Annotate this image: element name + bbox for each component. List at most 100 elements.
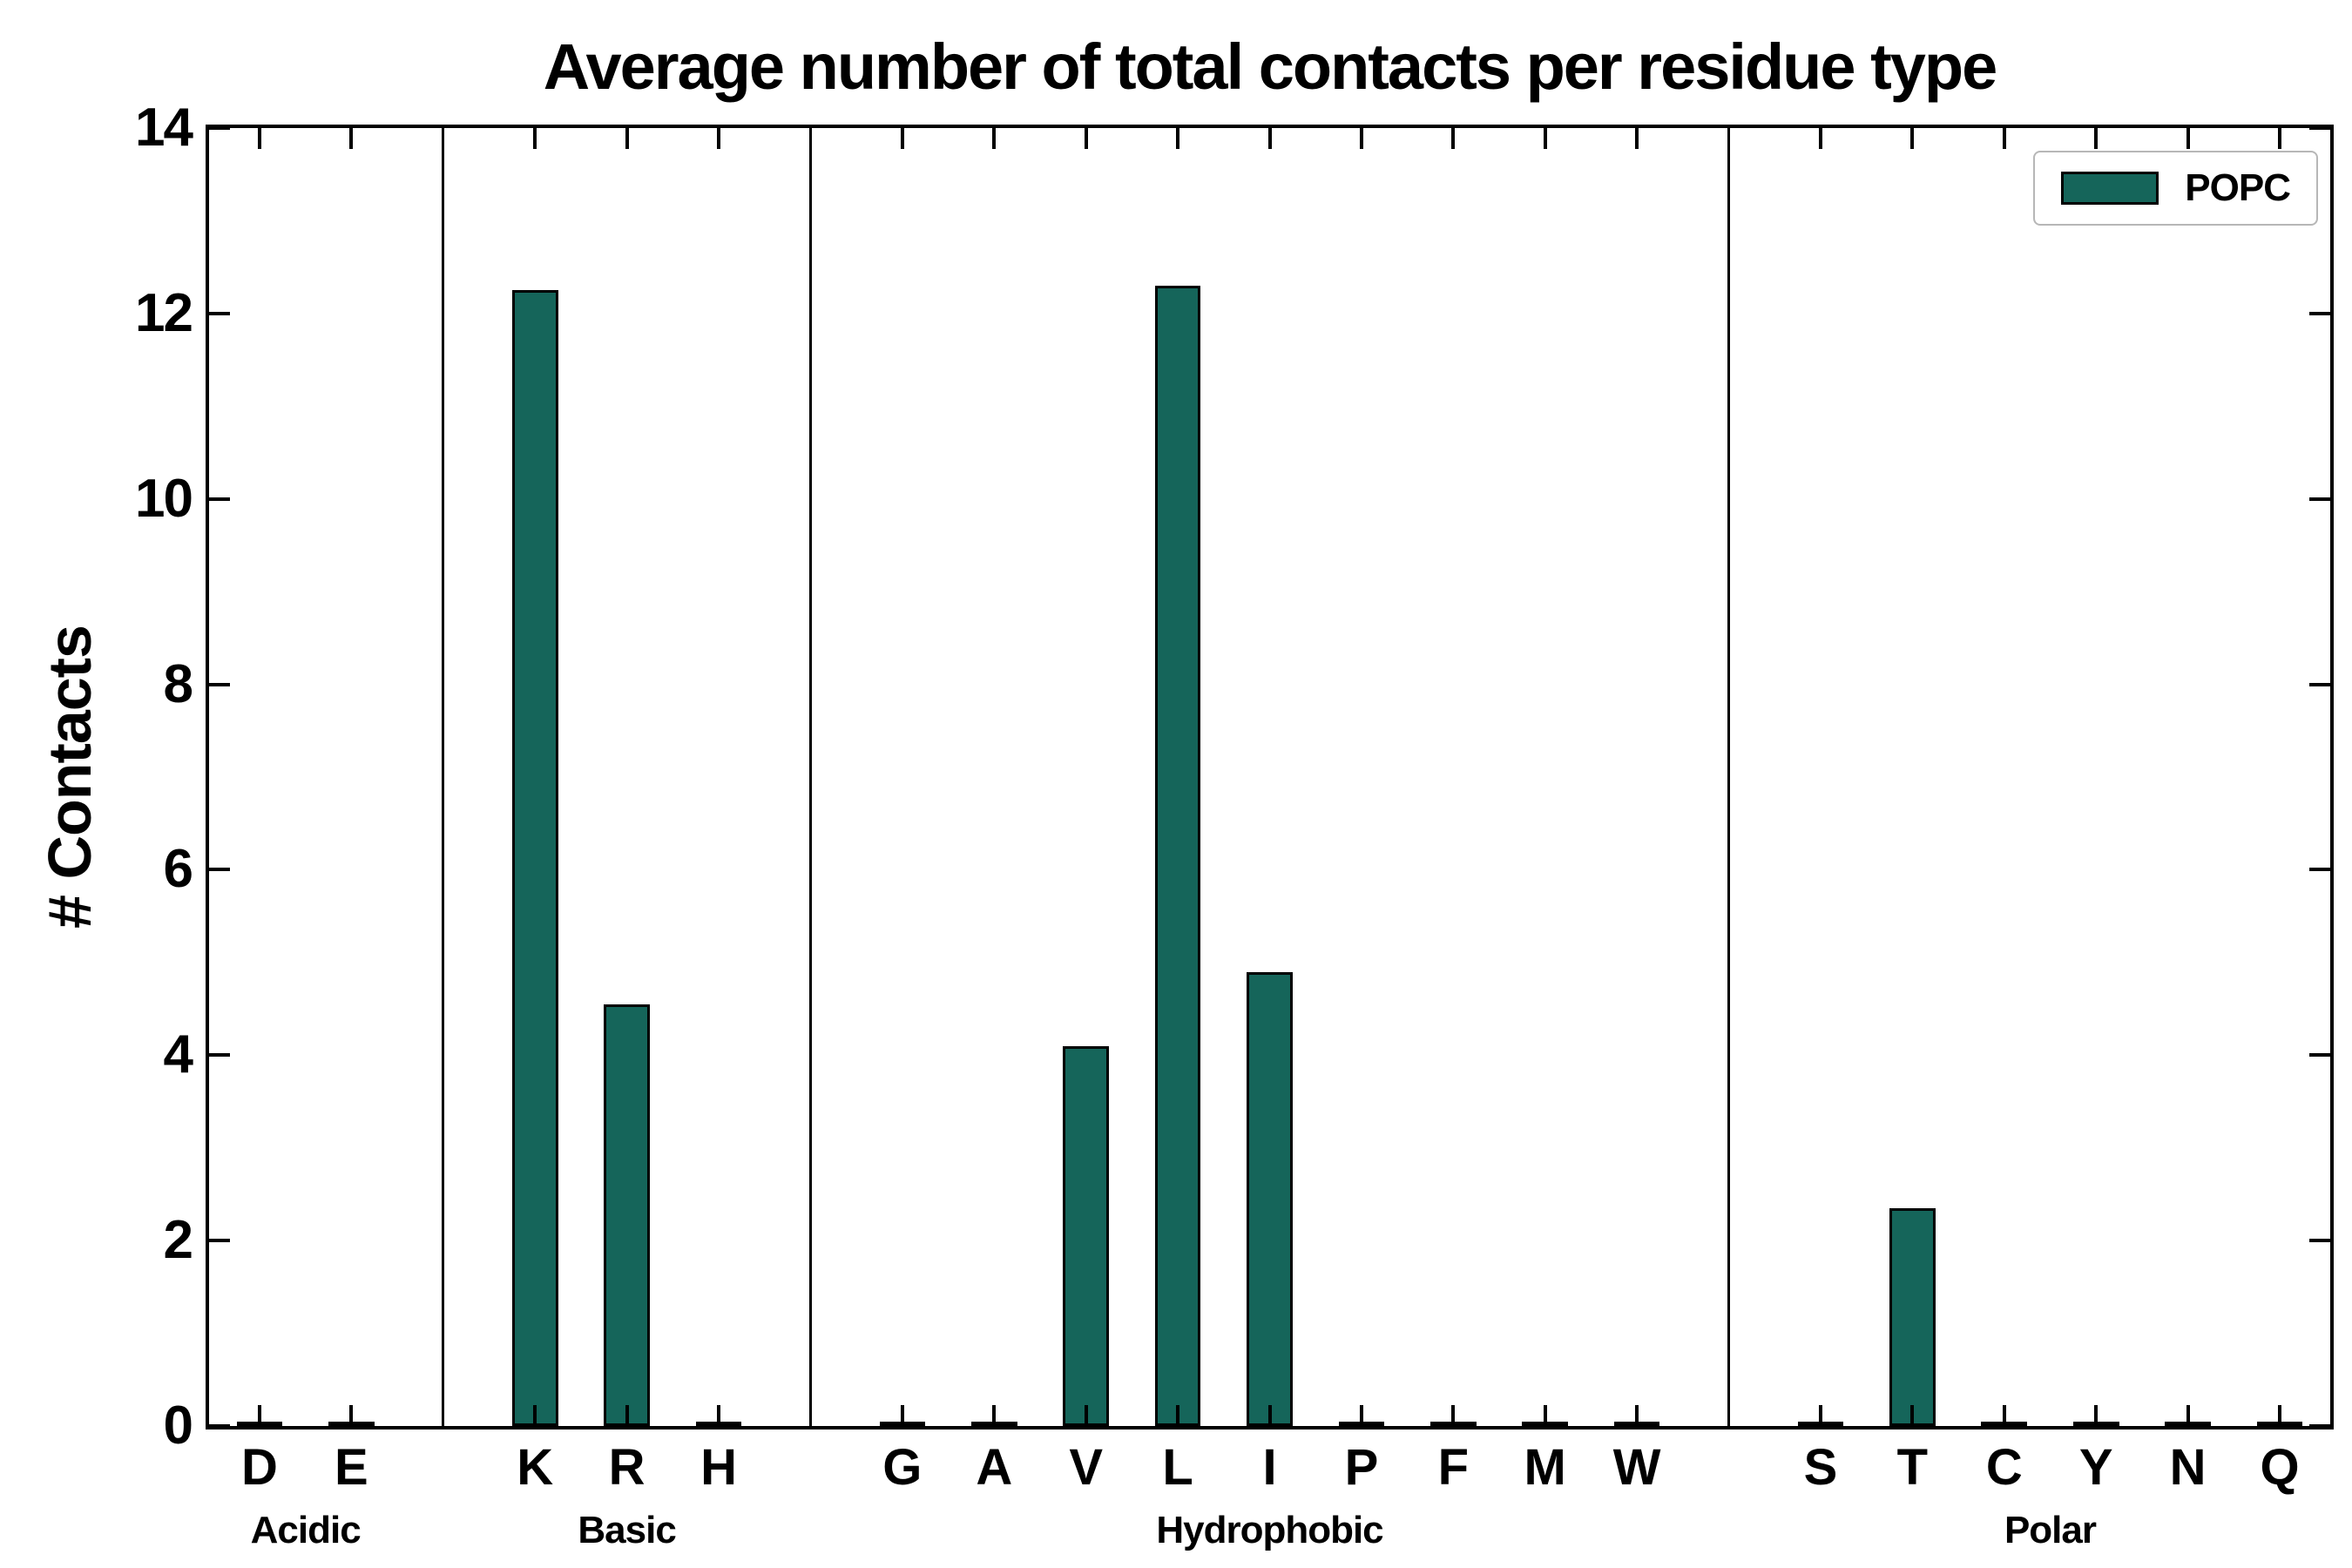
- y-tick: [2309, 497, 2330, 501]
- x-tick-label-L: L: [1162, 1439, 1193, 1496]
- x-tick: [2094, 128, 2099, 149]
- x-tick-label-D: D: [241, 1439, 278, 1496]
- y-tick: [2309, 682, 2330, 686]
- x-tick: [1176, 1405, 1180, 1426]
- x-tick-label-C: C: [1985, 1439, 2023, 1496]
- y-tick-label-10: 10: [135, 468, 193, 529]
- x-tick: [349, 1405, 354, 1426]
- y-tick-label-4: 4: [163, 1024, 193, 1085]
- x-tick: [1635, 128, 1639, 149]
- x-tick-label-W: W: [1612, 1439, 1661, 1496]
- x-tick: [1910, 128, 1915, 149]
- y-tick: [2309, 868, 2330, 872]
- y-tick: [209, 1239, 230, 1243]
- x-tick-label-Y: Y: [2078, 1439, 2113, 1496]
- y-tick: [209, 1053, 230, 1058]
- x-tick-label-K: K: [517, 1439, 554, 1496]
- y-tick: [209, 868, 230, 872]
- x-tick: [1451, 1405, 1456, 1426]
- x-tick: [1359, 128, 1363, 149]
- x-tick-label-R: R: [608, 1439, 645, 1496]
- x-tick: [1267, 128, 1272, 149]
- x-tick: [900, 1405, 904, 1426]
- y-tick: [209, 311, 230, 315]
- x-tick: [349, 128, 354, 149]
- x-tick: [1359, 1405, 1363, 1426]
- x-tick: [2186, 1405, 2190, 1426]
- x-tick-label-G: G: [882, 1439, 923, 1496]
- y-tick-label-0: 0: [163, 1396, 193, 1456]
- x-tick: [717, 128, 721, 149]
- bar-K: [511, 290, 558, 1426]
- x-tick: [1176, 128, 1180, 149]
- legend-swatch-popc: [2061, 172, 2159, 205]
- x-tick: [1910, 1405, 1915, 1426]
- x-tick-label-F: F: [1437, 1439, 1470, 1496]
- x-tick: [900, 128, 904, 149]
- y-tick: [2309, 126, 2330, 130]
- x-tick: [2002, 128, 2006, 149]
- group-label-acidic: Acidic: [250, 1509, 362, 1551]
- x-tick: [2278, 128, 2282, 149]
- x-tick: [992, 1405, 997, 1426]
- y-tick: [2309, 311, 2330, 315]
- x-tick: [257, 128, 261, 149]
- x-tick-label-E: E: [335, 1439, 368, 1496]
- plot-area: POPC: [206, 125, 2334, 1429]
- y-tick: [209, 126, 230, 130]
- y-tick: [2309, 1424, 2330, 1428]
- x-tick-label-Q: Q: [2260, 1439, 2300, 1496]
- y-tick: [209, 682, 230, 686]
- x-tick-label-H: H: [700, 1439, 737, 1496]
- y-tick-label-8: 8: [163, 653, 193, 714]
- y-tick-label-12: 12: [135, 282, 193, 343]
- x-tick-label-N: N: [2169, 1439, 2207, 1496]
- legend: POPC: [2033, 151, 2318, 226]
- y-tick: [209, 497, 230, 501]
- bar-T: [1889, 1207, 1936, 1426]
- y-tick-label-2: 2: [163, 1210, 193, 1271]
- x-tick: [1543, 1405, 1547, 1426]
- group-separator: [1727, 128, 1731, 1426]
- x-tick: [625, 128, 629, 149]
- y-tick: [2309, 1239, 2330, 1243]
- x-tick: [1635, 1405, 1639, 1426]
- x-tick: [625, 1405, 629, 1426]
- chart-title: Average number of total contacts per res…: [543, 30, 1998, 103]
- x-tick: [533, 1405, 537, 1426]
- x-tick-label-M: M: [1524, 1439, 1566, 1496]
- x-tick: [1267, 1405, 1272, 1426]
- x-tick-label-T: T: [1896, 1439, 1929, 1496]
- y-tick-label-14: 14: [135, 98, 193, 158]
- x-tick: [717, 1405, 721, 1426]
- x-tick: [2094, 1405, 2099, 1426]
- x-tick-label-V: V: [1069, 1439, 1104, 1496]
- group-label-basic: Basic: [578, 1509, 676, 1551]
- x-tick: [1543, 128, 1547, 149]
- x-tick-label-I: I: [1262, 1439, 1277, 1496]
- x-tick: [2186, 128, 2190, 149]
- bar-I: [1247, 971, 1293, 1426]
- x-tick: [1084, 128, 1088, 149]
- bar-L: [1154, 285, 1201, 1426]
- bar-R: [604, 1004, 650, 1426]
- x-tick-label-S: S: [1803, 1439, 1838, 1496]
- group-separator: [808, 128, 812, 1426]
- bar-V: [1063, 1045, 1110, 1426]
- y-tick: [2309, 1053, 2330, 1058]
- x-tick: [1451, 128, 1456, 149]
- x-tick: [2002, 1405, 2006, 1426]
- group-label-polar: Polar: [2004, 1509, 2097, 1551]
- x-tick: [992, 128, 997, 149]
- group-separator: [442, 128, 445, 1426]
- x-tick: [2278, 1405, 2282, 1426]
- x-tick: [1084, 1405, 1088, 1426]
- x-tick: [1818, 128, 1822, 149]
- x-tick: [533, 128, 537, 149]
- y-tick-label-6: 6: [163, 839, 193, 900]
- legend-label: POPC: [2185, 166, 2291, 209]
- group-label-hydrophobic: Hydrophobic: [1156, 1509, 1383, 1551]
- x-tick-label-A: A: [976, 1439, 1013, 1496]
- x-tick: [257, 1405, 261, 1426]
